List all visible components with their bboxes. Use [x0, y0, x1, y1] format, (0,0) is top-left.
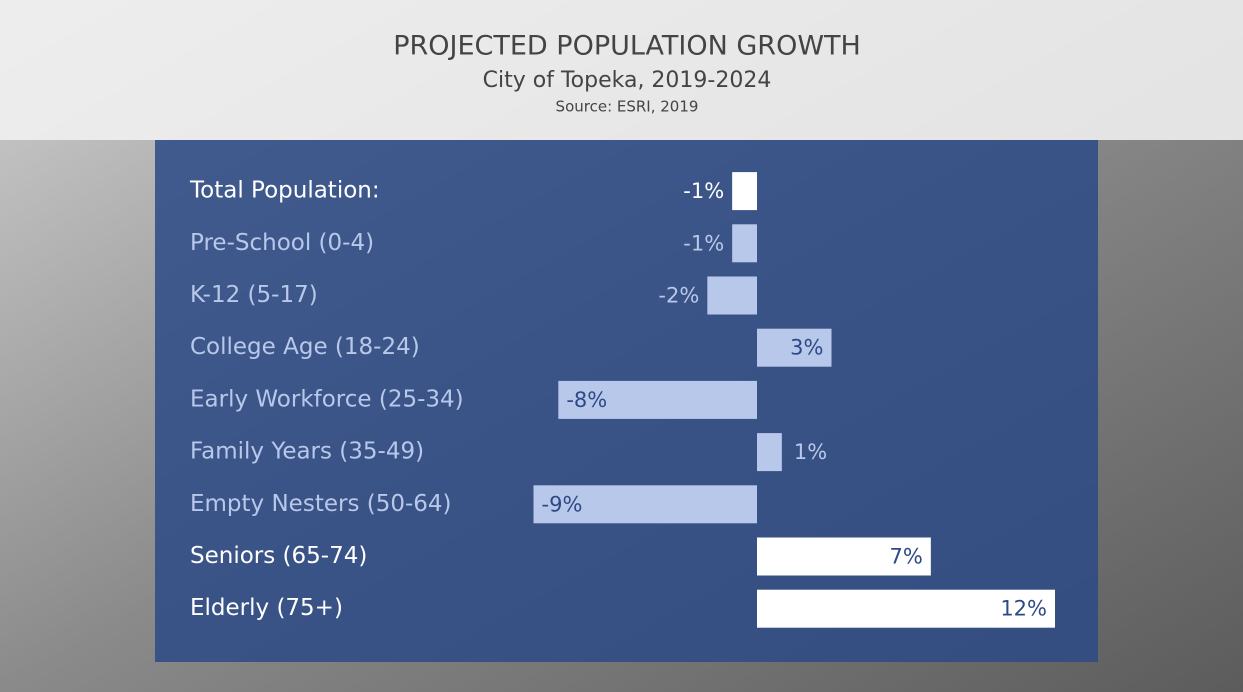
category-label: Pre-School (0-4) [190, 230, 374, 256]
bar [732, 172, 757, 211]
bar [533, 485, 757, 524]
bar [757, 537, 931, 576]
value-label: -1% [683, 179, 724, 203]
chart-title: PROJECTED POPULATION GROWTH [393, 31, 861, 62]
value-label: 3% [790, 336, 823, 360]
bar [558, 380, 757, 419]
category-label: Family Years (35-49) [190, 439, 424, 465]
category-label: K-12 (5-17) [190, 282, 318, 308]
category-label: College Age (18-24) [190, 334, 420, 360]
category-label: Total Population: [189, 178, 380, 204]
bar [757, 433, 782, 472]
value-label: 12% [1000, 597, 1047, 621]
value-label: -2% [658, 284, 699, 308]
category-label: Seniors (65-74) [190, 543, 367, 569]
value-label: 7% [890, 545, 923, 569]
value-label: -8% [566, 388, 607, 412]
bar [732, 224, 757, 263]
category-label: Elderly (75+) [190, 595, 343, 621]
category-label: Early Workforce (25-34) [190, 386, 464, 412]
bar [707, 276, 757, 315]
value-label: -1% [683, 231, 724, 255]
category-label: Empty Nesters (50-64) [190, 491, 452, 517]
chart-source: Source: ESRI, 2019 [556, 98, 699, 116]
bar [757, 589, 1055, 628]
chart-subtitle: City of Topeka, 2019-2024 [483, 68, 772, 93]
bar [757, 328, 832, 367]
header-band [0, 0, 1243, 140]
value-label: -9% [542, 492, 583, 516]
value-label: 1% [794, 440, 827, 464]
